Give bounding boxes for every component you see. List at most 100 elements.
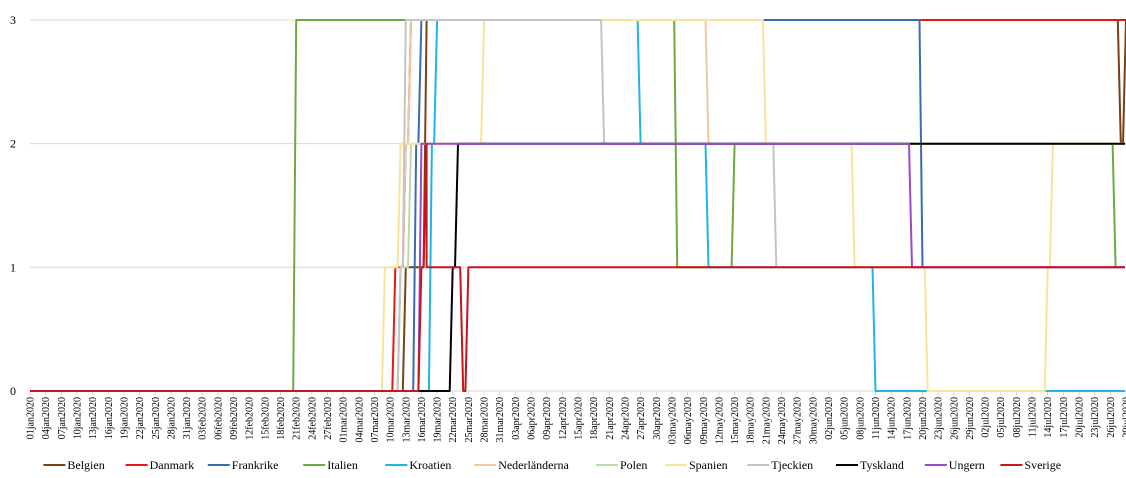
y-tick-label: 3 bbox=[10, 13, 16, 27]
x-tick-label: 24may2020 bbox=[777, 397, 788, 444]
legend-label: Tjeckien bbox=[771, 458, 813, 472]
x-tick-label: 01jan2020 bbox=[26, 397, 37, 439]
x-tick-label: 19jan2020 bbox=[119, 397, 130, 439]
x-tick-label: 23jun2020 bbox=[934, 397, 945, 440]
x-tick-label: 28mar2020 bbox=[480, 397, 491, 443]
series-line-frankrike bbox=[30, 19, 1125, 392]
series-line-nederländerna bbox=[30, 19, 1125, 392]
legend-label: Danmark bbox=[150, 458, 195, 472]
x-tick-label: 27may2020 bbox=[793, 397, 804, 444]
legend-item-tyskland: Tyskland bbox=[836, 458, 904, 472]
x-tick-label: 14jul2020 bbox=[1043, 397, 1054, 438]
x-tick-label: 10mar2020 bbox=[386, 397, 397, 443]
x-tick-label: 02jul2020 bbox=[981, 397, 992, 438]
x-tick-label: 09apr2020 bbox=[542, 397, 553, 440]
x-tick-label: 14jun2020 bbox=[887, 397, 898, 440]
x-tick-label: 18apr2020 bbox=[589, 397, 600, 440]
x-tick-label: 26jul2020 bbox=[1106, 397, 1117, 438]
legend-label: Tyskland bbox=[860, 458, 904, 472]
x-tick-label: 12feb2020 bbox=[245, 397, 256, 440]
legend-item-belgien: Belgien bbox=[43, 458, 105, 472]
series-line-spanien bbox=[30, 19, 1125, 392]
legend-label: Italien bbox=[327, 458, 358, 472]
x-tick-label: 10jan2020 bbox=[72, 397, 83, 439]
series-line-kroatien bbox=[30, 19, 1125, 392]
legend-item-italien: Italien bbox=[303, 458, 358, 472]
legend: Belgien Danmark Frankrike Italien Kroatien Ne… bbox=[43, 458, 1061, 472]
x-tick-label: 11jul2020 bbox=[1028, 397, 1039, 437]
legend-label: Sverige bbox=[1024, 458, 1061, 472]
x-tick-label: 21may2020 bbox=[761, 397, 772, 444]
x-tick-label: 19mar2020 bbox=[433, 397, 444, 443]
y-axis-ticks: 0 1 2 3 bbox=[10, 13, 16, 398]
x-tick-label: 06apr2020 bbox=[527, 397, 538, 440]
x-tick-label: 15may2020 bbox=[730, 397, 741, 444]
x-tick-label: 26jun2020 bbox=[949, 397, 960, 440]
x-tick-label: 09may2020 bbox=[699, 397, 710, 444]
legend-item-tjeckien: Tjeckien bbox=[747, 458, 813, 472]
x-tick-label: 27apr2020 bbox=[636, 397, 647, 440]
x-tick-label: 21feb2020 bbox=[292, 397, 303, 440]
x-tick-label: 30may2020 bbox=[808, 397, 819, 444]
x-tick-label: 05jun2020 bbox=[840, 397, 851, 440]
series-line-italien bbox=[30, 19, 1125, 392]
legend-item-sverige: Sverige bbox=[1000, 458, 1061, 472]
x-tick-label: 24feb2020 bbox=[307, 397, 318, 440]
x-tick-label: 27feb2020 bbox=[323, 397, 334, 440]
x-tick-label: 18may2020 bbox=[746, 397, 757, 444]
x-tick-label: 03apr2020 bbox=[511, 397, 522, 440]
x-tick-label: 15feb2020 bbox=[260, 397, 271, 440]
legend-label: Spanien bbox=[689, 458, 728, 472]
x-tick-label: 01mar2020 bbox=[339, 397, 350, 443]
x-tick-label: 03may2020 bbox=[667, 397, 678, 444]
legend-label: Ungern bbox=[949, 458, 985, 472]
legend-item-nederländerna: Nederländerna bbox=[474, 458, 569, 472]
x-tick-label: 02jun2020 bbox=[824, 397, 835, 440]
x-tick-label: 30apr2020 bbox=[652, 397, 663, 440]
x-tick-label: 22mar2020 bbox=[448, 397, 459, 443]
x-tick-label: 04mar2020 bbox=[354, 397, 365, 443]
x-tick-label: 12may2020 bbox=[714, 397, 725, 444]
series-line-tjeckien bbox=[30, 19, 1125, 392]
x-tick-label: 16mar2020 bbox=[417, 397, 428, 443]
series-line-belgien bbox=[30, 19, 1126, 392]
x-tick-label: 11jun2020 bbox=[871, 397, 882, 439]
legend-label: Kroatien bbox=[409, 458, 451, 472]
legend-label: Frankrike bbox=[232, 458, 279, 472]
x-tick-label: 31jan2020 bbox=[182, 397, 193, 439]
x-tick-label: 20jul2020 bbox=[1075, 397, 1086, 438]
x-tick-label: 07jan2020 bbox=[57, 397, 68, 439]
x-tick-label: 13mar2020 bbox=[401, 397, 412, 443]
x-tick-label: 28jan2020 bbox=[166, 397, 177, 439]
x-axis-tick-labels: 01jan2020 04jan2020 07jan2020 10jan2020 13ja… bbox=[26, 391, 1126, 444]
y-tick-label: 1 bbox=[10, 260, 16, 274]
x-tick-label: 05jul2020 bbox=[996, 397, 1007, 438]
legend-item-danmark: Danmark bbox=[125, 458, 195, 472]
x-tick-label: 07mar2020 bbox=[370, 397, 381, 443]
legend-item-kroatien: Kroatien bbox=[385, 458, 451, 472]
x-tick-label: 16jan2020 bbox=[104, 397, 115, 439]
x-tick-label: 21apr2020 bbox=[605, 397, 616, 440]
x-tick-label: 24apr2020 bbox=[620, 397, 631, 440]
x-tick-label: 15apr2020 bbox=[574, 397, 585, 440]
x-tick-label: 23jul2020 bbox=[1090, 397, 1101, 438]
x-tick-label: 08jul2020 bbox=[1012, 397, 1023, 438]
x-tick-label: 17jun2020 bbox=[902, 397, 913, 440]
series-line-sverige bbox=[30, 142, 1125, 392]
x-tick-label: 09feb2020 bbox=[229, 397, 240, 440]
series-line-danmark bbox=[30, 19, 1125, 392]
x-tick-label: 03feb2020 bbox=[198, 397, 209, 440]
x-tick-label: 31mar2020 bbox=[495, 397, 506, 443]
x-tick-label: 08jun2020 bbox=[855, 397, 866, 440]
legend-label: Belgien bbox=[67, 458, 104, 472]
x-tick-label: 18feb2020 bbox=[276, 397, 287, 440]
x-tick-label: 25mar2020 bbox=[464, 397, 475, 443]
x-tick-label: 20jun2020 bbox=[918, 397, 929, 440]
y-tick-label: 2 bbox=[10, 137, 16, 151]
x-tick-label: 25jan2020 bbox=[151, 397, 162, 439]
x-tick-label: 13jan2020 bbox=[88, 397, 99, 439]
x-tick-label: 29jun2020 bbox=[965, 397, 976, 440]
x-tick-label: 06may2020 bbox=[683, 397, 694, 444]
x-tick-label: 29jul2020 bbox=[1122, 397, 1126, 438]
